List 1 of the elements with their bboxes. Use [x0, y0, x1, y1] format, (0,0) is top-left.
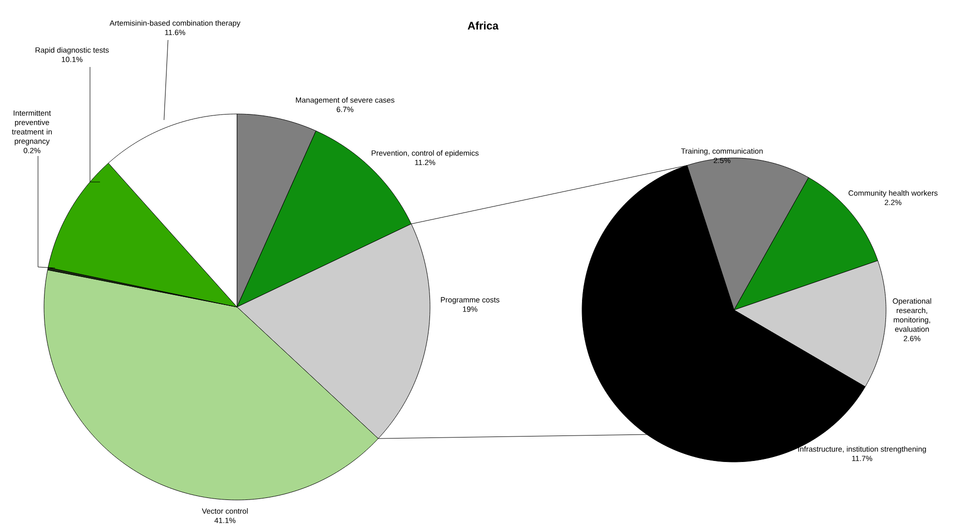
chart-title: Africa [468, 22, 499, 30]
